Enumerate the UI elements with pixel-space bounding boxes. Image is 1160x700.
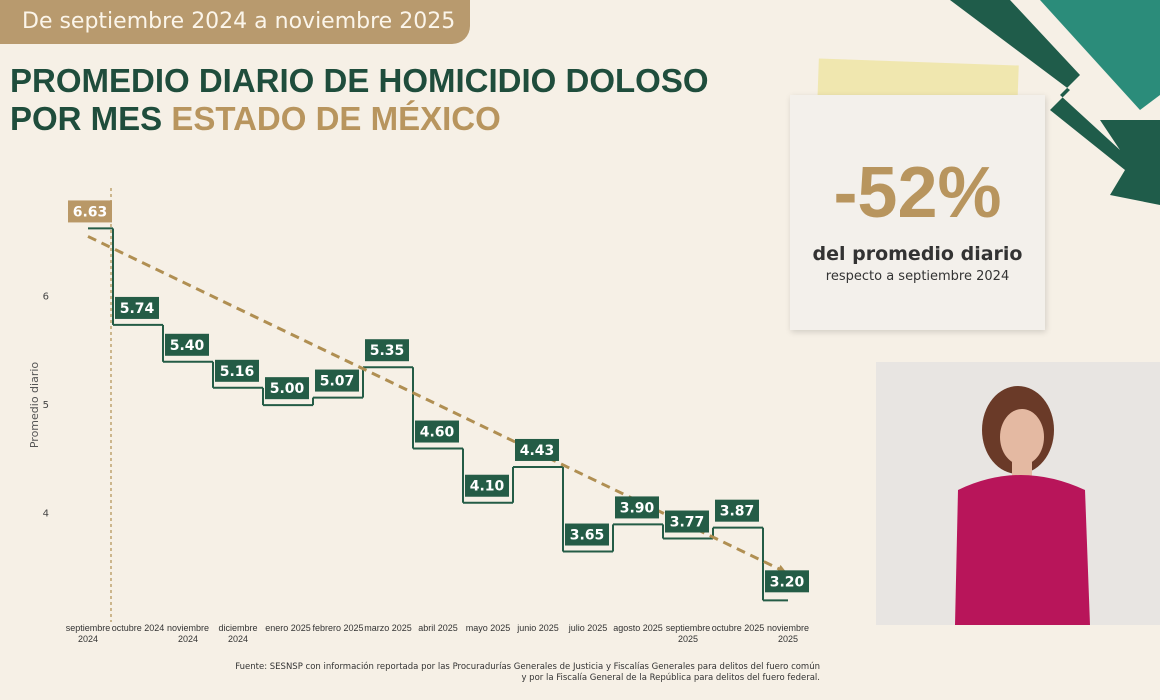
value-label: 5.74 (115, 296, 159, 319)
value-label-box (315, 369, 359, 392)
stat-line: respecto a septiembre 2024 (825, 269, 1010, 284)
y-tick-label: 4 (43, 509, 49, 520)
value-label: 3.65 (565, 523, 609, 546)
x-tick-label: febrero 2025 (312, 623, 364, 633)
value-label: 5.35 (365, 339, 409, 362)
value-label-box (68, 200, 112, 223)
x-tick-label: agosto 2025 (613, 623, 663, 633)
value-label-text: 3.87 (720, 504, 755, 520)
value-label-box (665, 510, 709, 533)
value-label-text: 3.77 (670, 515, 705, 531)
value-label-box (265, 377, 309, 400)
x-tick-label: septiembre 2024 (65, 623, 111, 644)
x-tick-label: diciembre 2024 (218, 623, 258, 644)
y-tick-label: 5 (43, 400, 49, 411)
arrow-decoration (1040, 0, 1160, 110)
value-label-text: 3.90 (620, 500, 655, 516)
value-label-text: 5.35 (370, 343, 405, 359)
value-label: 4.60 (415, 420, 459, 443)
value-label-text: 5.40 (170, 338, 205, 354)
value-label: 5.16 (215, 359, 259, 382)
value-label: 4.43 (515, 438, 559, 461)
x-tick-label: noviembre 2024 (166, 623, 210, 644)
value-label-text: 5.00 (270, 381, 305, 397)
x-tick-label: abril 2025 (418, 623, 458, 633)
value-label: 6.63 (68, 200, 112, 223)
value-label: 3.77 (665, 510, 709, 533)
value-label-box (715, 499, 759, 522)
x-tick-label: junio 2025 (517, 623, 559, 633)
date-banner: De septiembre 2024 a noviembre 2025 (0, 0, 470, 44)
value-label-box (415, 420, 459, 443)
value-label-text: 4.60 (420, 425, 455, 441)
value-label: 5.07 (315, 369, 359, 392)
value-label-box (565, 523, 609, 546)
value-label: 5.40 (165, 333, 209, 356)
trend-line (87, 235, 783, 572)
value-label-text: 5.16 (220, 364, 255, 380)
x-tick-label: octubre 2025 (711, 623, 765, 633)
interpreter-video (876, 362, 1160, 625)
x-tick-label: marzo 2025 (364, 623, 412, 633)
stat-card: -52% del promedio diario respecto a sept… (790, 95, 1045, 330)
value-label: 3.90 (615, 496, 659, 519)
value-label-box (465, 474, 509, 497)
value-label-box (515, 438, 559, 461)
y-tick-label: 6 (43, 292, 49, 303)
x-tick-label: octubre 2024 (111, 623, 165, 633)
title: PROMEDIO DIARIO DE HOMICIDIO DOLOSO POR … (10, 62, 770, 138)
x-tick-label: noviembre 2025 (766, 623, 810, 644)
value-label-text: 5.74 (120, 301, 155, 317)
arrow-decoration (950, 0, 1160, 205)
value-label-text: 4.10 (470, 479, 505, 495)
value-label-text: 3.20 (770, 574, 805, 590)
value-label-box (765, 570, 809, 593)
x-tick-label: enero 2025 (265, 623, 311, 633)
value-label: 4.10 (465, 474, 509, 497)
x-tick-label: mayo 2025 (465, 623, 511, 633)
value-label: 3.20 (765, 570, 809, 593)
x-tick-label: julio 2025 (568, 623, 608, 633)
title-highlight: ESTADO DE MÉXICO (171, 100, 501, 137)
value-label: 3.87 (715, 499, 759, 522)
value-label-box (165, 333, 209, 356)
stat-value: -52% (833, 153, 1002, 233)
value-label-text: 3.65 (570, 528, 605, 544)
stat-line: del promedio diario (812, 243, 1023, 265)
value-label-box (215, 359, 259, 382)
value-label-box (615, 496, 659, 519)
value-label-box (115, 296, 159, 319)
footnote: Fuente: SESNSP con información reportada… (235, 662, 820, 683)
value-label: 5.00 (265, 377, 309, 400)
x-tick-label: septiembre 2025 (665, 623, 711, 644)
value-label-text: 6.63 (73, 204, 108, 220)
value-label-text: 5.07 (320, 374, 355, 390)
value-label-text: 4.43 (520, 443, 555, 459)
y-axis-label: Promedio diario (28, 362, 41, 449)
value-label-box (365, 339, 409, 362)
title-text: PROMEDIO DIARIO DE HOMICIDIO DOLOSO POR … (10, 62, 709, 137)
